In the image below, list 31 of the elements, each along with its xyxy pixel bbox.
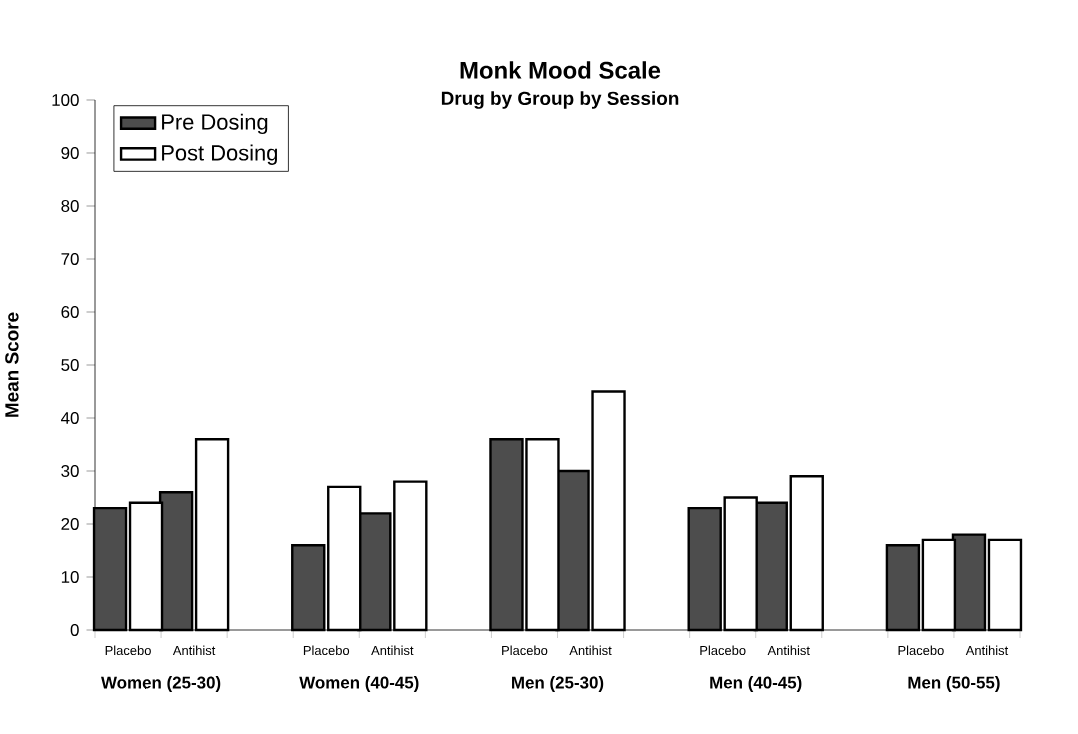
y-tick-label: 100 <box>52 94 79 106</box>
y-tick-label: 0 <box>70 624 79 636</box>
chart-title: Monk Mood Scale <box>460 61 661 79</box>
x-tick-label: Placebo <box>303 645 350 656</box>
x-tick-label: Antihist <box>965 645 1009 656</box>
x-tick-label: Antihist <box>371 645 414 656</box>
y-tick-label: 20 <box>61 518 79 530</box>
text: Women (40-45) <box>299 676 419 692</box>
text: Men (25-30) <box>512 676 604 692</box>
x-tick-label: Placebo <box>105 645 151 656</box>
text: Women (25-30) <box>101 676 221 692</box>
y-axis-title: Mean Score <box>5 312 19 417</box>
x-tick-label: Antihist <box>767 645 810 656</box>
y-tick-label: 90 <box>61 147 79 159</box>
x-tick-label: Antihist <box>569 645 612 656</box>
y-tick-label: 10 <box>61 571 79 583</box>
y-tick-label: 40 <box>60 412 79 424</box>
y-tick-label: 60 <box>61 306 79 318</box>
y-tick-label: 30 <box>61 465 79 477</box>
x-tick-label: Antihist <box>172 645 216 656</box>
text: Men (40-45) <box>710 676 802 692</box>
y-tick-label: 80 <box>61 200 79 212</box>
legend-label: Pre Dosing <box>162 113 268 135</box>
y-tick-label: 70 <box>61 253 79 265</box>
x-tick-label: Placebo <box>502 645 548 656</box>
chart-subtitle: Drug by Group by Session <box>441 91 679 109</box>
text: Men (50-55) <box>908 676 1000 692</box>
legend-label: Post Dosing <box>162 144 277 165</box>
y-tick-label: 50 <box>61 359 79 371</box>
x-tick-label: Placebo <box>700 645 746 656</box>
x-tick-label: Placebo <box>898 645 944 656</box>
